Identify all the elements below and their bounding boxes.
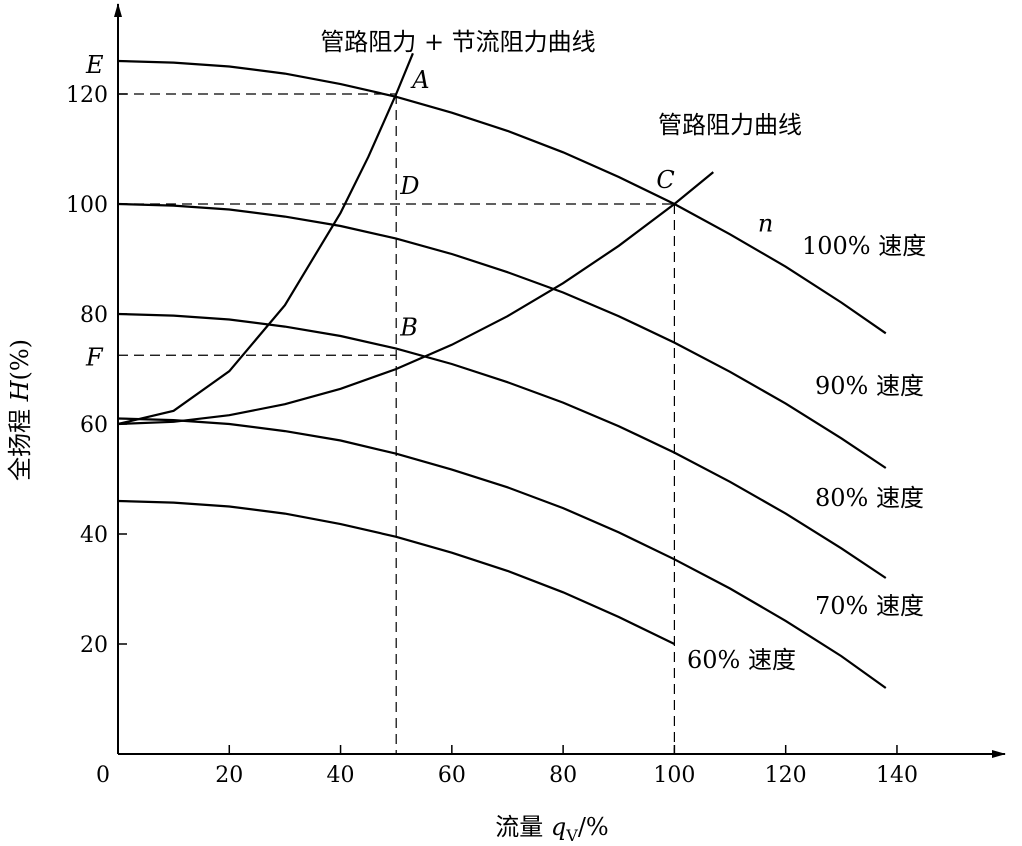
x-tick-label: 20 — [215, 763, 243, 788]
point-label-F: F — [85, 343, 104, 371]
label-80pct: 80% 速度 — [815, 484, 924, 512]
series-line-5 — [117, 171, 714, 426]
x-tick-label: 140 — [876, 763, 918, 788]
series-line-4 — [117, 499, 675, 645]
x-tick-label: 120 — [765, 763, 807, 788]
x-axis-label: 流量 qV/% — [495, 813, 608, 845]
origin-label: 0 — [96, 763, 110, 788]
pipe-throttle-curve-title: 管路阻力 + 节流阻力曲线 — [320, 28, 595, 56]
label-90pct: 90% 速度 — [815, 372, 924, 400]
series-line-6 — [117, 52, 414, 426]
point-label-A: A — [410, 66, 429, 94]
point-label-n: n — [758, 210, 773, 238]
series-line-2 — [117, 312, 887, 579]
point-label-B: B — [399, 313, 418, 341]
label-60pct: 60% 速度 — [687, 646, 796, 674]
y-tick-label: 60 — [80, 413, 108, 438]
y-tick-label: 120 — [66, 83, 108, 108]
x-tick-label: 40 — [327, 763, 355, 788]
y-tick-label: 20 — [80, 633, 108, 658]
y-tick-label: 40 — [80, 523, 108, 548]
label-70pct: 70% 速度 — [815, 592, 924, 620]
pipe-curve-title: 管路阻力曲线 — [658, 111, 802, 139]
x-tick-label: 80 — [549, 763, 577, 788]
y-tick-label: 100 — [66, 193, 108, 218]
x-tick-label: 100 — [653, 763, 695, 788]
y-tick-label: 80 — [80, 303, 108, 328]
series-line-0 — [117, 59, 887, 335]
label-100pct: 100% 速度 — [802, 232, 926, 260]
point-label-E: E — [85, 51, 104, 79]
x-tick-label: 60 — [438, 763, 466, 788]
y-axis-label: 全扬程 H(%) — [6, 339, 34, 481]
point-label-C: C — [656, 166, 674, 194]
series-line-3 — [117, 417, 887, 689]
series-line-1 — [117, 202, 887, 469]
point-label-D: D — [399, 172, 419, 200]
